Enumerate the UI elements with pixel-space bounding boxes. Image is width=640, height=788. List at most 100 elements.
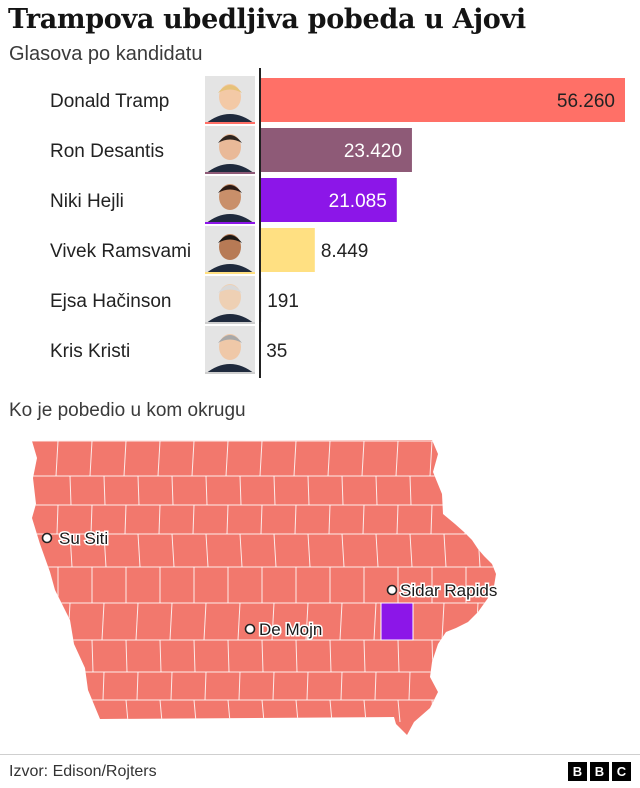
candidate-portrait: [205, 126, 255, 174]
portrait-shoulders: [205, 114, 255, 124]
county-border: [171, 475, 174, 506]
county-border: [193, 639, 196, 673]
county-border: [442, 671, 445, 701]
county-border: [238, 671, 241, 701]
county-border: [204, 671, 207, 701]
county-border: [205, 475, 208, 506]
portrait-shoulders: [205, 314, 255, 324]
county-border: [171, 533, 175, 568]
county-border: [362, 504, 365, 535]
city-su-siti: Su Siti: [41, 528, 110, 550]
county-border: [101, 602, 105, 641]
county-border: [226, 504, 229, 535]
county-border: [294, 504, 297, 535]
county-border: [57, 699, 61, 723]
city-dot: [244, 623, 256, 635]
county-border: [339, 602, 343, 641]
county-border: [465, 639, 468, 673]
county-border: [260, 504, 263, 535]
county-border: [375, 475, 378, 506]
county-border: [68, 671, 71, 701]
category-label: Donald Tramp: [50, 91, 169, 112]
category-label: Kris Kristi: [50, 341, 130, 362]
data-label: 35: [266, 341, 287, 362]
candidate-portrait: [205, 76, 255, 124]
county-border: [396, 504, 399, 535]
portrait-accent: [205, 172, 255, 174]
chart-title: Trampova ubedljiva pobeda u Ajovi: [8, 4, 526, 35]
category-label: Vivek Ramsvami: [50, 241, 191, 262]
county-border: [293, 440, 297, 477]
county-border: [431, 699, 435, 723]
city-dot: [386, 584, 398, 596]
county-border: [89, 440, 93, 477]
county-border: [69, 533, 73, 568]
county-border: [137, 533, 141, 568]
county-border: [305, 602, 309, 641]
county-border: [170, 671, 173, 701]
county-border: [443, 475, 446, 506]
category-label: Ejsa Hačinson: [50, 291, 171, 312]
portrait-accent: [205, 322, 255, 324]
county-border: [90, 504, 93, 535]
county-border: [102, 671, 105, 701]
portrait-accent: [205, 222, 255, 224]
chart-subtitle: Glasova po kandidatu: [9, 43, 203, 65]
county-border: [328, 504, 331, 535]
county-map: Su Siti De Mojn Sidar Rapids: [32, 440, 499, 735]
county-border: [307, 533, 311, 568]
county-border: [169, 602, 173, 641]
portrait-shoulders: [205, 264, 255, 274]
candidate-portrait: [205, 176, 255, 224]
county-border: [430, 504, 433, 535]
portrait-face: [219, 184, 241, 210]
county-border: [341, 475, 344, 506]
data-label: 191: [267, 291, 299, 312]
category-label: Ron Desantis: [50, 141, 164, 162]
county-border: [397, 639, 400, 673]
county-border: [329, 639, 332, 673]
county-border: [374, 671, 377, 701]
county-border: [273, 475, 276, 506]
county-border: [271, 602, 275, 641]
county-border: [397, 699, 401, 723]
county-border: [476, 671, 479, 701]
bar: [260, 178, 397, 222]
portrait-hair: [218, 235, 242, 243]
county-border: [56, 504, 59, 535]
portrait-face: [219, 134, 241, 160]
county-border: [239, 533, 243, 568]
county-border: [477, 475, 480, 506]
data-label: 23.420: [344, 141, 402, 162]
county-border: [295, 639, 298, 673]
county-border: [261, 639, 264, 673]
county-border: [361, 440, 365, 477]
county-border: [306, 671, 309, 701]
city-de-mojn: De Mojn: [244, 619, 324, 641]
county-border: [203, 602, 207, 641]
category-label: Niki Hejli: [50, 191, 124, 212]
county-border: [158, 504, 161, 535]
county-border: [464, 504, 467, 535]
city-markers: Su Siti De Mojn Sidar Rapids: [41, 528, 499, 641]
county-border: [273, 533, 277, 568]
portrait-accent: [205, 272, 255, 274]
candidate-portrait: [205, 326, 255, 374]
data-label: 8.449: [321, 241, 369, 262]
county-border: [259, 440, 263, 477]
portrait-hair: [218, 85, 242, 93]
portrait-hair: [218, 135, 242, 143]
county-border: [409, 475, 412, 506]
county-border: [227, 639, 230, 673]
county-border: [409, 533, 413, 568]
logo-letter: B: [590, 762, 609, 781]
county-border: [272, 671, 275, 701]
county-border: [125, 639, 128, 673]
city-sidar-rapids: Sidar Rapids: [386, 580, 499, 602]
county-border: [429, 440, 433, 477]
portrait-hair: [218, 335, 242, 343]
footer-divider: [0, 754, 640, 755]
logo-letter: B: [568, 762, 587, 781]
portrait-shoulders: [205, 364, 255, 374]
county-border: [136, 671, 139, 701]
